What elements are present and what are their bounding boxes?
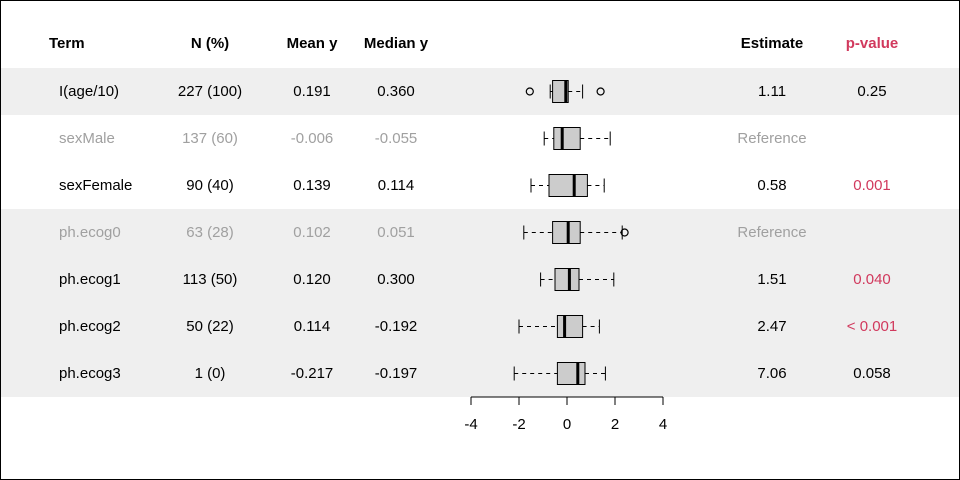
cell-median: 0.051 (377, 223, 415, 241)
row-band (1, 209, 959, 256)
cell-mean: 0.139 (293, 176, 331, 194)
box (554, 268, 580, 291)
cell-estimate: 7.06 (757, 364, 787, 382)
cell-term: ph.ecog2 (59, 317, 121, 335)
cell-term: sexFemale (59, 176, 133, 194)
cell-n: 113 (50) (182, 270, 238, 288)
cell-pvalue: 0.058 (853, 364, 891, 382)
header-pvalue: p-value (845, 35, 899, 52)
cell-mean: 0.102 (293, 223, 331, 241)
cell-median: -0.192 (374, 317, 418, 335)
cell-mean: 0.191 (293, 82, 331, 100)
cell-term: sexMale (59, 129, 115, 147)
cell-estimate: Reference (737, 129, 807, 147)
cell-n: 137 (60) (182, 129, 238, 147)
cell-mean: -0.006 (290, 129, 334, 147)
row-band (1, 350, 959, 397)
cell-median: 0.300 (377, 270, 415, 288)
row-band (1, 303, 959, 350)
box (553, 127, 581, 150)
cell-median: -0.197 (374, 364, 418, 382)
cell-median: 0.114 (377, 176, 415, 194)
row-band (1, 68, 959, 115)
cell-pvalue: 0.001 (853, 176, 891, 194)
cell-estimate: 1.51 (757, 270, 787, 288)
header-median: Median y (363, 35, 429, 52)
outlier-point (596, 87, 605, 96)
x-tick-label: -2 (512, 416, 525, 433)
cell-estimate: 1.11 (757, 82, 787, 100)
cell-term: ph.ecog3 (59, 364, 121, 382)
outlier-point (620, 228, 629, 237)
x-tick-label: -4 (464, 416, 477, 433)
cell-term: ph.ecog1 (59, 270, 121, 288)
x-tick-label: 4 (659, 416, 667, 433)
header-n: N (%) (190, 35, 230, 52)
cell-n: 63 (28) (186, 223, 234, 241)
cell-estimate: 2.47 (757, 317, 787, 335)
cell-pvalue: 0.25 (857, 82, 887, 100)
cell-median: -0.055 (374, 129, 418, 147)
cell-mean: -0.217 (290, 364, 334, 382)
header-estimate: Estimate (740, 35, 804, 52)
cell-n: 50 (22) (186, 317, 234, 335)
x-tick-label: 0 (563, 416, 571, 433)
cell-pvalue: 0.040 (853, 270, 891, 288)
box (548, 174, 588, 197)
box (556, 315, 584, 338)
cell-pvalue: < 0.001 (846, 317, 898, 335)
cell-term: I(age/10) (59, 82, 120, 100)
cell-n: 1 (0) (194, 364, 226, 382)
cell-mean: 0.120 (293, 270, 331, 288)
cell-n: 227 (100) (177, 82, 243, 100)
row-band (1, 256, 959, 303)
outlier-point (525, 87, 534, 96)
cell-median: 0.360 (377, 82, 415, 100)
cell-mean: 0.114 (293, 317, 331, 335)
box (556, 362, 586, 385)
header-term: Term (49, 35, 85, 52)
cell-estimate: 0.58 (757, 176, 787, 194)
header-mean: Mean y (286, 35, 338, 52)
cell-estimate: Reference (737, 223, 807, 241)
box (552, 221, 581, 244)
x-tick-label: 2 (611, 416, 619, 433)
cell-term: ph.ecog0 (59, 223, 121, 241)
cell-n: 90 (40) (186, 176, 234, 194)
